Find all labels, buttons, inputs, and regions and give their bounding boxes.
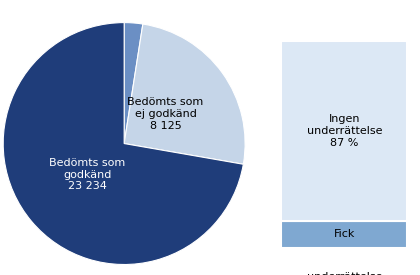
Wedge shape <box>124 23 143 144</box>
Text: Ingen
underrättelse
87 %: Ingen underrättelse 87 % <box>307 114 382 148</box>
FancyBboxPatch shape <box>281 41 407 221</box>
Text: underrättelse
13 %: underrättelse 13 % <box>307 272 382 275</box>
Wedge shape <box>124 24 245 164</box>
FancyBboxPatch shape <box>281 221 407 248</box>
Text: Fick: Fick <box>334 229 355 239</box>
Text: Bedömts som
ej godkänd
8 125: Bedömts som ej godkänd 8 125 <box>127 97 204 131</box>
Text: Bedömts som
godkänd
23 234: Bedömts som godkänd 23 234 <box>49 158 125 191</box>
Wedge shape <box>3 23 243 265</box>
